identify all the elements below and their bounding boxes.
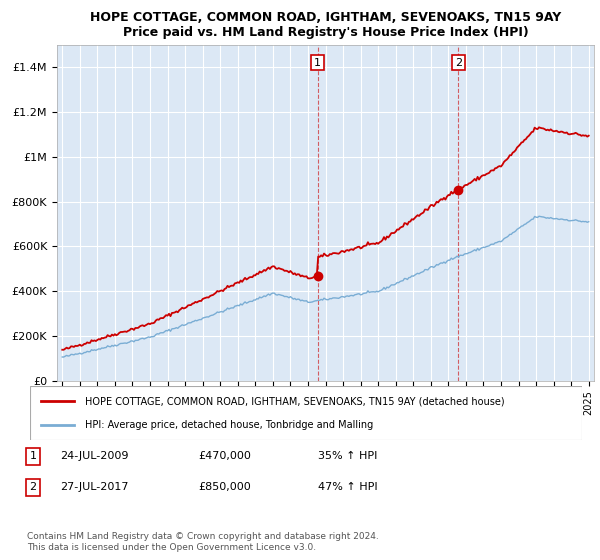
Title: HOPE COTTAGE, COMMON ROAD, IGHTHAM, SEVENOAKS, TN15 9AY
Price paid vs. HM Land R: HOPE COTTAGE, COMMON ROAD, IGHTHAM, SEVE… (90, 11, 561, 39)
Text: 2: 2 (455, 58, 462, 68)
Text: 1: 1 (29, 451, 37, 461)
Text: 35% ↑ HPI: 35% ↑ HPI (318, 451, 377, 461)
Text: 2: 2 (29, 482, 37, 492)
Text: 1: 1 (314, 58, 321, 68)
Text: 47% ↑ HPI: 47% ↑ HPI (318, 482, 377, 492)
Text: 24-JUL-2009: 24-JUL-2009 (60, 451, 128, 461)
Text: HOPE COTTAGE, COMMON ROAD, IGHTHAM, SEVENOAKS, TN15 9AY (detached house): HOPE COTTAGE, COMMON ROAD, IGHTHAM, SEVE… (85, 396, 505, 407)
Text: £850,000: £850,000 (198, 482, 251, 492)
Text: £470,000: £470,000 (198, 451, 251, 461)
Text: HPI: Average price, detached house, Tonbridge and Malling: HPI: Average price, detached house, Tonb… (85, 419, 373, 430)
Text: 27-JUL-2017: 27-JUL-2017 (60, 482, 128, 492)
Text: Contains HM Land Registry data © Crown copyright and database right 2024.
This d: Contains HM Land Registry data © Crown c… (27, 532, 379, 552)
